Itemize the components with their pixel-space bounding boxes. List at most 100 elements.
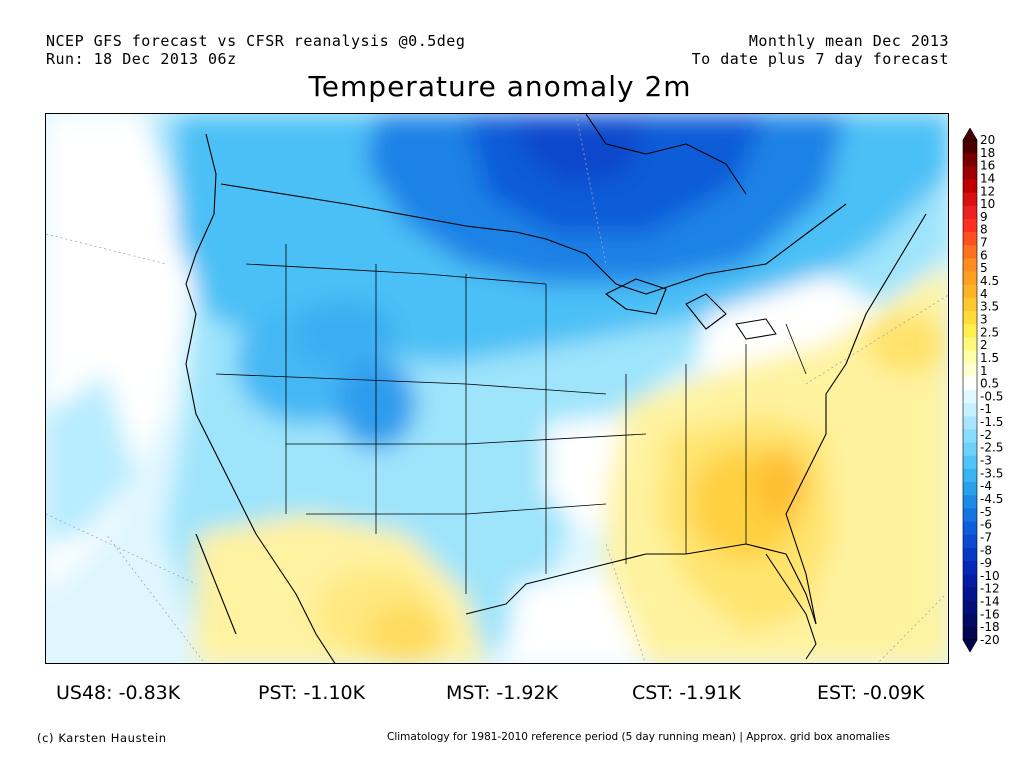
colorbar-tick-label: 6 xyxy=(980,248,988,262)
colorbar-tick-label: 18 xyxy=(980,146,995,160)
colorbar-swatch xyxy=(963,297,977,312)
colorbar-max-arrow xyxy=(962,128,978,141)
colorbar-swatch xyxy=(963,258,977,272)
colorbar-swatch xyxy=(963,390,977,404)
colorbar-tick-label: -9 xyxy=(980,556,992,570)
colorbar-min-arrow xyxy=(962,639,978,653)
colorbar-tick-label: 2 xyxy=(980,338,988,352)
colorbar-tick-label: 1 xyxy=(980,364,988,378)
colorbar-swatch xyxy=(963,140,977,154)
colorbar-tick-label: -20 xyxy=(980,633,1000,647)
credit: (c) Karsten Haustein xyxy=(37,731,167,745)
model-description: NCEP GFS forecast vs CFSR reanalysis @0.… xyxy=(46,32,466,50)
colorbar-tick-label: -10 xyxy=(980,569,1000,583)
stat-cst: CST: -1.91K xyxy=(632,682,741,704)
colorbar-swatch xyxy=(963,468,977,483)
colorbar-swatch xyxy=(963,179,977,194)
colorbar-swatch xyxy=(963,192,977,207)
colorbar-swatch xyxy=(963,350,977,365)
colorbar-swatch xyxy=(963,403,977,417)
colorbar-swatch xyxy=(963,337,977,351)
colorbar-swatch xyxy=(963,521,977,536)
period-description: Monthly mean Dec 2013 xyxy=(748,32,949,50)
colorbar-swatch xyxy=(963,508,977,522)
colorbar-swatch xyxy=(963,232,977,246)
colorbar-tick-label: -7 xyxy=(980,530,992,544)
anomaly-map xyxy=(45,113,949,664)
colorbar-tick-label: -8 xyxy=(980,543,992,557)
colorbar-tick-label: -2 xyxy=(980,428,992,442)
colorbar-swatch xyxy=(963,534,977,549)
colorbar-tick-label: 12 xyxy=(980,184,995,198)
colorbar-tick-label: 8 xyxy=(980,223,988,237)
colorbar-swatch xyxy=(963,574,977,588)
colorbar-swatch xyxy=(963,626,977,641)
colorbar-tick-label: -3 xyxy=(980,454,992,468)
map-title: Temperature anomaly 2m xyxy=(308,70,692,103)
colorbar-swatch xyxy=(963,429,977,444)
colorbar-tick-label: 20 xyxy=(980,133,995,147)
colorbar-tick-label: -2.5 xyxy=(980,441,1003,455)
colorbar-tick-label: -6 xyxy=(980,518,992,532)
colorbar-swatch xyxy=(963,376,977,391)
stat-pst: PST: -1.10K xyxy=(258,682,366,704)
colorbar-tick-label: -1 xyxy=(980,402,992,416)
colorbar-tick-label: 10 xyxy=(980,197,995,211)
colorbar-tick-label: 0.5 xyxy=(980,377,999,391)
colorbar-tick-label: 3.5 xyxy=(980,300,999,314)
colorbar-tick-label: -16 xyxy=(980,607,1000,621)
colorbar-tick-label: 4 xyxy=(980,287,988,301)
colorbar-tick-label: 3 xyxy=(980,312,988,326)
colorbar-swatch xyxy=(963,482,977,496)
colorbar-tick-label: -14 xyxy=(980,595,1000,609)
colorbar-tick-label: -4.5 xyxy=(980,492,1003,506)
colorbar-swatch xyxy=(963,205,977,220)
colorbar-tick-label: 5 xyxy=(980,261,988,275)
colorbar-tick-label: 16 xyxy=(980,159,995,173)
colorbar-swatch xyxy=(963,416,977,430)
anomaly-map-graphic xyxy=(46,114,948,663)
colorbar-swatch xyxy=(963,324,977,338)
colorbar-tick-label: -18 xyxy=(980,620,1000,634)
stat-est: EST: -0.09K xyxy=(817,682,925,704)
stat-us48: US48: -0.83K xyxy=(56,682,181,704)
colorbar-swatch xyxy=(963,153,977,167)
colorbar-swatch xyxy=(963,455,977,470)
colorbar-tick-label: 9 xyxy=(980,210,988,224)
coastline-outline xyxy=(185,114,927,663)
colorbar-swatch xyxy=(963,547,977,562)
colorbar-swatch xyxy=(963,245,977,259)
colorbar-swatch xyxy=(963,495,977,509)
color-scale: 201816141210987654.543.532.521.510.5-0.5… xyxy=(962,128,1003,653)
graticule xyxy=(46,114,948,663)
colorbar-swatch xyxy=(963,587,977,601)
colorbar-tick-label: -3.5 xyxy=(980,466,1003,480)
footnote: Climatology for 1981-2010 reference peri… xyxy=(387,731,890,743)
colorbar-frame xyxy=(962,139,978,641)
stat-mst: MST: -1.92K xyxy=(446,682,559,704)
colorbar-swatch xyxy=(963,218,977,233)
colorbar-swatch xyxy=(963,600,977,615)
colorbar-tick-label: 7 xyxy=(980,236,988,250)
colorbar-swatch xyxy=(963,363,977,378)
state-borders xyxy=(215,244,807,594)
colorbar-tick-label: 14 xyxy=(980,171,995,185)
regional-averages: US48: -0.83K PST: -1.10K MST: -1.92K CST… xyxy=(0,682,1024,706)
run-time: Run: 18 Dec 2013 06z xyxy=(46,50,237,68)
colorbar-swatch xyxy=(963,613,977,628)
colorbar-swatch xyxy=(963,442,977,457)
colorbar-tick-label: 1.5 xyxy=(980,351,999,365)
colorbar-swatch xyxy=(963,166,977,180)
colorbar-swatch xyxy=(963,561,977,575)
colorbar-tick-label: 2.5 xyxy=(980,325,999,339)
colorbar-swatch xyxy=(963,284,977,299)
colorbar-tick-label: -1.5 xyxy=(980,415,1003,429)
colorbar-tick-label: -12 xyxy=(980,582,1000,596)
colorbar-swatch xyxy=(963,311,977,325)
colorbar-tick-label: -0.5 xyxy=(980,389,1003,403)
forecast-description: To date plus 7 day forecast xyxy=(691,50,949,68)
colorbar-tick-label: -4 xyxy=(980,479,992,493)
colorbar-tick-label: -5 xyxy=(980,505,992,519)
colorbar-swatch xyxy=(963,271,977,286)
colorbar-tick-label: 4.5 xyxy=(980,274,999,288)
